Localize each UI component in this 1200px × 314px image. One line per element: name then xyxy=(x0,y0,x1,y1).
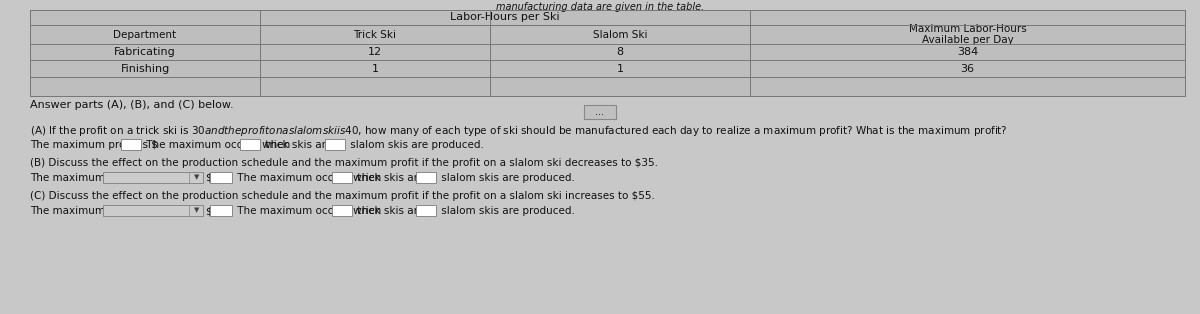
Text: slalom skis are produced.: slalom skis are produced. xyxy=(438,173,575,183)
Text: ...: ... xyxy=(595,107,605,117)
Bar xyxy=(103,172,203,183)
Bar xyxy=(331,172,352,183)
Bar xyxy=(121,139,140,150)
Text: (C) Discuss the effect on the production schedule and the maximum profit if the : (C) Discuss the effect on the production… xyxy=(30,191,655,201)
Bar xyxy=(30,10,1186,96)
Text: 1: 1 xyxy=(617,63,624,73)
Bar xyxy=(210,172,232,183)
Text: Answer parts (A), (B), and (C) below.: Answer parts (A), (B), and (C) below. xyxy=(30,100,234,110)
Text: trick skis and: trick skis and xyxy=(354,206,430,216)
Text: Fabricating: Fabricating xyxy=(114,47,176,57)
Text: 36: 36 xyxy=(960,63,974,73)
Text: slalom skis are produced.: slalom skis are produced. xyxy=(347,140,484,150)
Text: Labor-Hours per Ski: Labor-Hours per Ski xyxy=(450,12,560,22)
Text: manufacturing data are given in the table.: manufacturing data are given in the tabl… xyxy=(496,2,704,12)
Text: 12: 12 xyxy=(368,47,382,57)
Bar xyxy=(584,105,616,119)
Bar xyxy=(416,172,436,183)
Text: slalom skis are produced.: slalom skis are produced. xyxy=(438,206,575,216)
Text: ▼: ▼ xyxy=(193,174,199,180)
Text: The maximum occurs when: The maximum occurs when xyxy=(234,173,385,183)
Text: The maximum profit: The maximum profit xyxy=(30,206,137,216)
Bar xyxy=(324,139,344,150)
Text: 1: 1 xyxy=(372,63,378,73)
Text: Slalom Ski: Slalom Ski xyxy=(593,30,647,40)
Text: ▼: ▼ xyxy=(193,207,199,213)
Text: trick skis and: trick skis and xyxy=(354,173,430,183)
Text: trick skis and: trick skis and xyxy=(262,140,338,150)
Text: 384: 384 xyxy=(956,47,978,57)
Text: Department: Department xyxy=(114,30,176,40)
Text: (A) If the profit on a trick ski is $30 and the profit on a slalom ski is $40, h: (A) If the profit on a trick ski is $30 … xyxy=(30,124,1008,138)
Bar xyxy=(416,205,436,216)
Text: $: $ xyxy=(205,206,212,216)
Bar xyxy=(331,205,352,216)
Text: The maximum occurs when: The maximum occurs when xyxy=(143,140,293,150)
Text: Trick Ski: Trick Ski xyxy=(354,30,396,40)
Text: $: $ xyxy=(205,173,212,183)
Bar xyxy=(240,139,260,150)
Text: 8: 8 xyxy=(617,47,624,57)
Text: The maximum profit: The maximum profit xyxy=(30,173,137,183)
Text: Finishing: Finishing xyxy=(120,63,169,73)
Text: The maximum profit is $: The maximum profit is $ xyxy=(30,140,158,150)
Text: (B) Discuss the effect on the production schedule and the maximum profit if the : (B) Discuss the effect on the production… xyxy=(30,158,658,168)
Text: The maximum occurs when: The maximum occurs when xyxy=(234,206,385,216)
Text: Maximum Labor-Hours
Available per Day: Maximum Labor-Hours Available per Day xyxy=(908,24,1026,45)
Bar xyxy=(103,205,203,216)
Bar xyxy=(210,205,232,216)
